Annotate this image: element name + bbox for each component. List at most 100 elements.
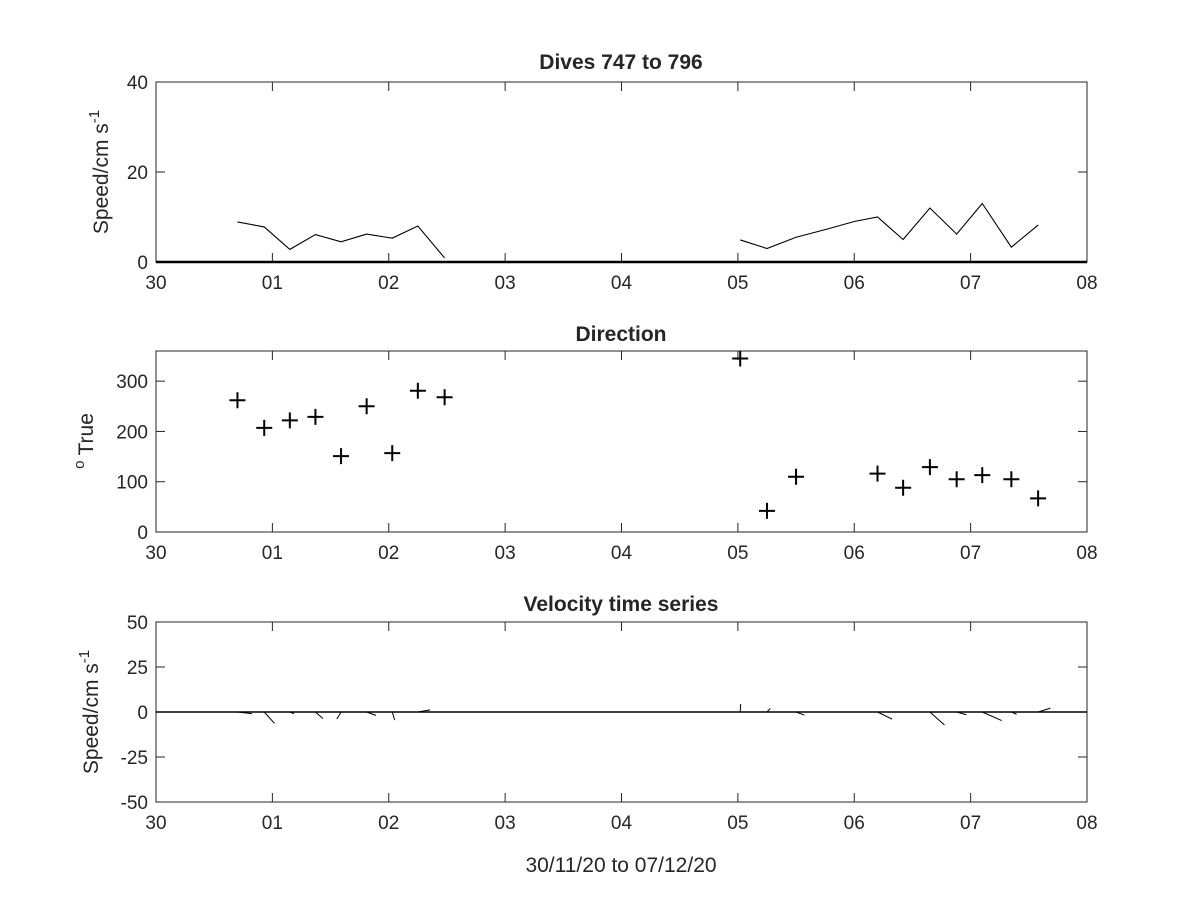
x-tick-label: 08 (1076, 543, 1097, 564)
velocity-stick (289, 711, 295, 715)
x-tick-label: 01 (262, 543, 283, 564)
y-tick-label: -50 (121, 793, 148, 814)
y-tick-label: 200 (116, 422, 148, 443)
x-tick-label: 03 (495, 813, 516, 834)
x-tick-label: 06 (844, 273, 865, 294)
direction-point (281, 412, 298, 429)
velocity-stick (766, 708, 771, 713)
direction-point (307, 408, 324, 425)
y-tick-label: 300 (116, 372, 148, 393)
velocity-stick (1037, 707, 1051, 713)
direction-scatter-series (229, 350, 1047, 519)
x-tick-label: 08 (1076, 813, 1097, 834)
direction-ylabel-prefix: o (71, 461, 88, 469)
velocity-stick (237, 711, 252, 715)
x-tick-label: 30 (145, 813, 166, 834)
velocity-stick (982, 711, 1002, 722)
x-tick-label: 04 (611, 543, 633, 564)
x-tick-label: 08 (1076, 273, 1097, 294)
direction-point (1003, 471, 1020, 488)
speed-ylabel: Speed/cm s-1 (86, 110, 113, 234)
velocity-sticks (156, 704, 1087, 726)
direction-panel: Direction o True 30 01 02 03 04 05 06 07 08 0 100 20… (71, 323, 1098, 564)
velocity-ticks: 30 01 02 03 04 05 06 07 08 -50 -25 0 25 50 (121, 613, 1098, 834)
x-tick-label: 01 (262, 813, 283, 834)
direction-point (974, 467, 991, 484)
y-tick-label: 50 (127, 613, 148, 634)
direction-point (358, 398, 375, 415)
direction-point (732, 350, 749, 367)
speed-ticks: 30 01 02 03 04 05 06 07 08 0 20 40 (127, 73, 1098, 294)
x-tick-label: 06 (844, 543, 865, 564)
speed-line-segment (740, 202, 1039, 250)
direction-title: Direction (575, 323, 666, 346)
direction-point (758, 502, 775, 519)
direction-point (895, 479, 912, 496)
velocity-ylabel: Speed/cm s-1 (76, 650, 103, 774)
velocity-ylabel-text: Speed/cm s (80, 663, 103, 774)
x-tick-label: 02 (378, 543, 399, 564)
x-tick-label: 07 (960, 543, 981, 564)
velocity-stick (956, 711, 967, 716)
x-tick-label: 05 (727, 813, 748, 834)
speed-panel: Dives 747 to 796 Speed/cm s-1 30 01 02 03 04… (86, 51, 1098, 294)
direction-point (869, 465, 886, 482)
velocity-stick (795, 711, 805, 716)
velocity-stick (929, 711, 945, 726)
y-tick-label: 20 (127, 163, 148, 184)
y-tick-label: 25 (127, 658, 148, 679)
direction-ylabel: o True (71, 413, 98, 469)
velocity-title: Velocity time series (524, 593, 719, 616)
x-tick-label: 02 (378, 813, 399, 834)
direction-ylabel-text: True (75, 413, 98, 455)
x-tick-label: 02 (378, 273, 399, 294)
direction-point (948, 471, 965, 488)
x-tick-label: 07 (960, 273, 981, 294)
x-tick-label: 07 (960, 813, 981, 834)
velocity-stick (366, 711, 377, 716)
velocity-panel: Velocity time series Speed/cm s-1 30/11/… (76, 593, 1098, 877)
speed-ylabel-exponent: -1 (86, 110, 103, 123)
x-tick-label: 06 (844, 813, 865, 834)
velocity-ylabel-exponent: -1 (76, 650, 93, 663)
velocity-stick (1011, 711, 1017, 715)
speed-line-segment (237, 221, 446, 259)
speed-title: Dives 747 to 796 (539, 51, 702, 74)
x-tick-label: 04 (611, 813, 633, 834)
y-tick-label: 40 (127, 73, 148, 94)
x-tick-label: 30 (145, 273, 166, 294)
direction-ticks: 30 01 02 03 04 05 06 07 08 0 100 200 300 (116, 351, 1098, 564)
velocity-stick (315, 711, 324, 719)
x-tick-label: 03 (495, 543, 516, 564)
speed-axes-frame (155, 81, 1088, 263)
direction-axes-frame (155, 350, 1088, 533)
y-tick-label: 0 (137, 703, 148, 724)
direction-point (409, 382, 426, 399)
y-tick-label: 0 (137, 253, 148, 274)
direction-point (256, 419, 273, 436)
velocity-xlabel: 30/11/20 to 07/12/20 (525, 854, 716, 877)
x-tick-label: 05 (727, 273, 748, 294)
x-tick-label: 04 (611, 273, 633, 294)
x-tick-label: 05 (727, 543, 748, 564)
direction-point (333, 448, 350, 465)
direction-point (229, 392, 246, 409)
direction-point (788, 468, 805, 485)
x-tick-label: 03 (495, 273, 516, 294)
velocity-stick (263, 711, 275, 724)
direction-point (436, 389, 453, 406)
direction-point (384, 445, 401, 462)
velocity-stick (877, 711, 893, 720)
y-tick-label: -25 (121, 748, 148, 769)
y-tick-label: 100 (116, 473, 148, 494)
y-tick-label: 0 (137, 523, 148, 544)
direction-point (921, 459, 938, 476)
velocity-stick (391, 711, 396, 721)
speed-ylabel-text: Speed/cm s (90, 123, 113, 234)
direction-point (1030, 490, 1047, 507)
velocity-stick (336, 711, 342, 720)
velocity-stick (417, 709, 431, 713)
x-tick-label: 01 (262, 273, 283, 294)
speed-line-series (156, 202, 1087, 264)
